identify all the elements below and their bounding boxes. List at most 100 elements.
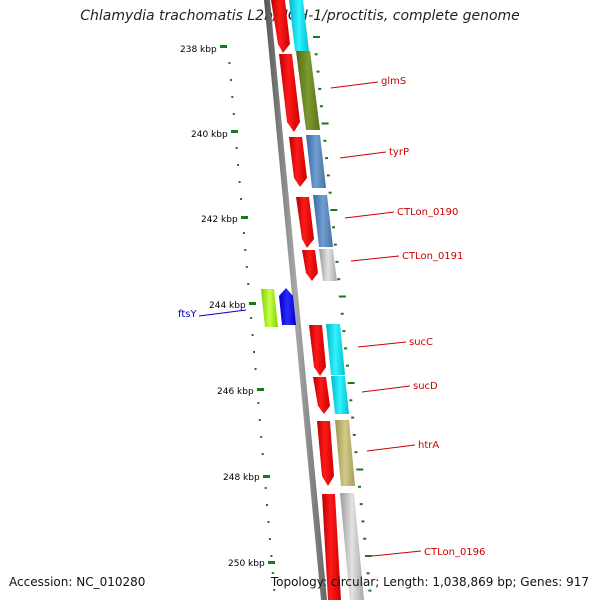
minor-tick	[245, 266, 248, 268]
gene-block-CTLon_0196	[340, 493, 364, 600]
outer-tick	[325, 157, 329, 160]
outer-tick	[356, 468, 364, 471]
minor-tick	[254, 368, 257, 370]
leader-sucC	[357, 341, 407, 348]
outer-tick	[335, 260, 339, 263]
minor-tick	[244, 249, 247, 251]
outer-tick	[366, 572, 370, 575]
gene-block-CTLon_0190	[313, 195, 333, 247]
outer-tick	[326, 174, 330, 177]
outer-tick	[352, 433, 356, 436]
scale-label-246: 246 kbp	[217, 387, 254, 397]
cds-marker	[296, 197, 314, 248]
outer-tick	[321, 122, 329, 125]
outer-ticks	[313, 36, 372, 592]
outer-tick	[342, 330, 346, 333]
outer-tick	[337, 278, 341, 281]
outer-tick	[359, 503, 363, 506]
gene-label-CTLon_0190: CTLon_0190	[397, 207, 458, 218]
minor-tick	[231, 96, 234, 98]
minor-tick	[266, 504, 268, 506]
major-ticks	[220, 45, 275, 564]
outer-tick	[338, 295, 346, 298]
minor-tick	[228, 62, 231, 64]
major-tick	[257, 388, 264, 391]
leader-CTLon_0191	[350, 255, 400, 262]
outer-tick	[349, 399, 353, 402]
cds-marker	[279, 54, 300, 132]
leader-CTLon_0190	[344, 211, 395, 219]
outer-tick	[363, 537, 367, 540]
gene-label-glmS: glmS	[381, 76, 406, 87]
minor-tick	[242, 232, 245, 234]
scale-labels: 238 kbp 240 kbp 242 kbp 244 kbp 246 kbp …	[180, 45, 265, 569]
gene-label-htrA: htrA	[418, 440, 439, 451]
gene-block-CTLon_0191	[319, 249, 337, 281]
outer-tick	[361, 520, 365, 523]
outer-tick	[364, 555, 372, 557]
outer-tick	[344, 347, 348, 350]
minor-tick	[267, 521, 270, 523]
gene-block-glmS	[296, 51, 320, 130]
minor-tick	[229, 79, 232, 81]
outer-tick	[368, 589, 372, 592]
scale-label-240: 240 kbp	[191, 130, 228, 140]
cds-marker	[322, 494, 341, 600]
scale-label-242: 242 kbp	[201, 215, 238, 225]
minor-tick	[250, 317, 253, 319]
gene-block-sucC	[326, 324, 345, 375]
major-tick	[241, 216, 248, 219]
minor-tick	[238, 181, 241, 183]
cds-marker	[313, 377, 330, 414]
minor-tick	[260, 436, 263, 438]
minor-tick	[251, 334, 254, 336]
major-tick	[268, 561, 275, 564]
scale-label-238: 238 kbp	[180, 45, 217, 55]
gene-label-CTLon_0196: CTLon_0196	[424, 547, 485, 558]
outer-tick	[354, 451, 358, 454]
leader-htrA	[366, 444, 416, 452]
minor-tick	[240, 198, 242, 200]
gene-block	[289, 0, 309, 51]
minor-tick	[264, 487, 267, 489]
minor-tick	[270, 555, 273, 557]
leader-CTLon_0196	[371, 550, 422, 557]
minor-tick	[257, 402, 260, 404]
scale-label-250: 250 kbp	[228, 559, 265, 569]
gene-block-ftsY	[261, 289, 278, 327]
cds-marker	[271, 0, 290, 53]
outer-tick	[351, 416, 355, 419]
gene-label-tyrP: tyrP	[389, 147, 409, 158]
minor-tick	[235, 147, 238, 149]
forward-cds-track	[271, 0, 341, 600]
gene-block-sucD	[331, 376, 349, 414]
gene-label-sucC: sucC	[409, 337, 433, 348]
minor-tick	[253, 351, 255, 353]
minor-tick	[268, 538, 271, 540]
gene-labels: glmS tyrP CTLon_0190 CTLon_0191 sucC suc…	[381, 76, 485, 558]
outer-tick	[314, 53, 318, 56]
cds-marker	[289, 137, 307, 187]
outer-tick	[340, 312, 344, 315]
minor-tick	[271, 572, 274, 574]
leader-ftsY	[198, 309, 247, 317]
cds-marker	[302, 250, 318, 281]
scale-label-248: 248 kbp	[223, 473, 260, 483]
scale-ticks	[228, 62, 276, 591]
major-tick	[249, 302, 256, 305]
gene-track	[289, 0, 364, 600]
minor-tick	[258, 419, 261, 421]
leader-tyrP	[339, 151, 387, 159]
outer-tick	[323, 139, 327, 142]
minor-tick	[232, 113, 235, 115]
major-tick	[263, 475, 270, 478]
outer-tick	[332, 226, 335, 229]
minor-tick	[237, 164, 240, 166]
outer-tick	[358, 485, 361, 488]
topology-text: Topology: circular; Length: 1,038,869 bp…	[270, 575, 589, 589]
outer-tick	[318, 87, 322, 90]
gene-label-CTLon_0191: CTLon_0191	[402, 251, 463, 262]
minor-tick	[261, 453, 264, 455]
genome-backbone	[264, 0, 327, 600]
